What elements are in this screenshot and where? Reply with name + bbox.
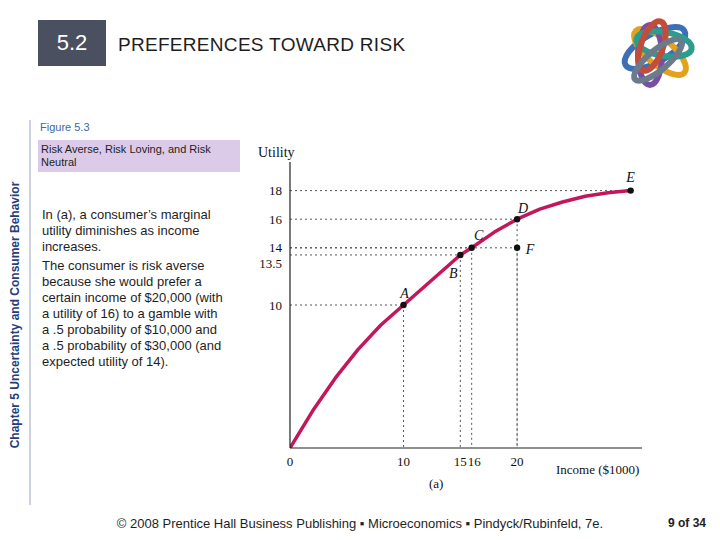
point-label: C (474, 228, 484, 243)
point-label: E (625, 170, 635, 185)
y-tick-label: 10 (269, 298, 282, 313)
point-label: A (399, 286, 409, 301)
footer-text: © 2008 Prentice Hall Business Publishing… (100, 516, 620, 531)
point (514, 245, 520, 251)
paragraph: The consumer is risk averse because she … (42, 258, 226, 370)
rings-logo (619, 18, 694, 87)
guide-line (460, 255, 461, 448)
x-tick-label: 16 (468, 454, 482, 469)
guide-line (517, 219, 518, 448)
x-tick-label: 15 (454, 454, 467, 469)
guide-line (290, 219, 517, 220)
section-box: 5.2 (38, 20, 106, 66)
point-label: D (517, 201, 528, 216)
point (468, 245, 474, 251)
chart: ABCDEF1013.5141618010151620UtilityIncome… (258, 145, 642, 491)
paragraph: In (a), a consumer’s marginal utility di… (42, 207, 226, 255)
panel-label: (a) (429, 476, 443, 491)
guide-line (403, 305, 404, 448)
point (400, 302, 406, 308)
ring (629, 33, 688, 87)
slide-title: PREFERENCES TOWARD RISK (118, 34, 405, 56)
section-number: 5.2 (38, 20, 106, 66)
y-tick-label: 13.5 (259, 256, 282, 271)
x-tick-label: 10 (397, 454, 410, 469)
y-tick-label: 18 (269, 183, 282, 198)
point (514, 216, 520, 222)
x-axis (290, 447, 642, 448)
y-tick-label: 16 (269, 212, 283, 227)
guide-line (471, 248, 472, 448)
slide: 5.2 PREFERENCES TOWARD RISK Chapter 5 Unce… (0, 0, 720, 540)
x-tick-label: 0 (287, 454, 294, 469)
guide-line (290, 247, 517, 248)
point (457, 252, 463, 258)
figure-caption: Risk Averse, Risk Loving, and Risk Neutr… (38, 140, 240, 172)
plot-area (290, 187, 634, 448)
side-label: Chapter 5 Uncertainty and Consumer Behav… (8, 181, 22, 448)
guide-line (290, 254, 460, 255)
page-number: 9 of 34 (630, 516, 706, 530)
point-label: B (449, 266, 458, 281)
x-tick-label: 20 (511, 454, 524, 469)
guide-line (290, 190, 631, 191)
point (627, 187, 633, 193)
point-label: F (525, 242, 535, 257)
x-axis-title: Income ($1000) (556, 462, 639, 477)
y-tick-label: 14 (269, 240, 283, 255)
guide-line (517, 248, 518, 448)
side-rule (30, 120, 31, 505)
utility-curve (290, 191, 631, 448)
y-axis-title: Utility (258, 145, 295, 160)
guide-line (290, 305, 404, 306)
figure-label: Figure 5.3 (40, 121, 90, 133)
y-axis (289, 162, 290, 448)
